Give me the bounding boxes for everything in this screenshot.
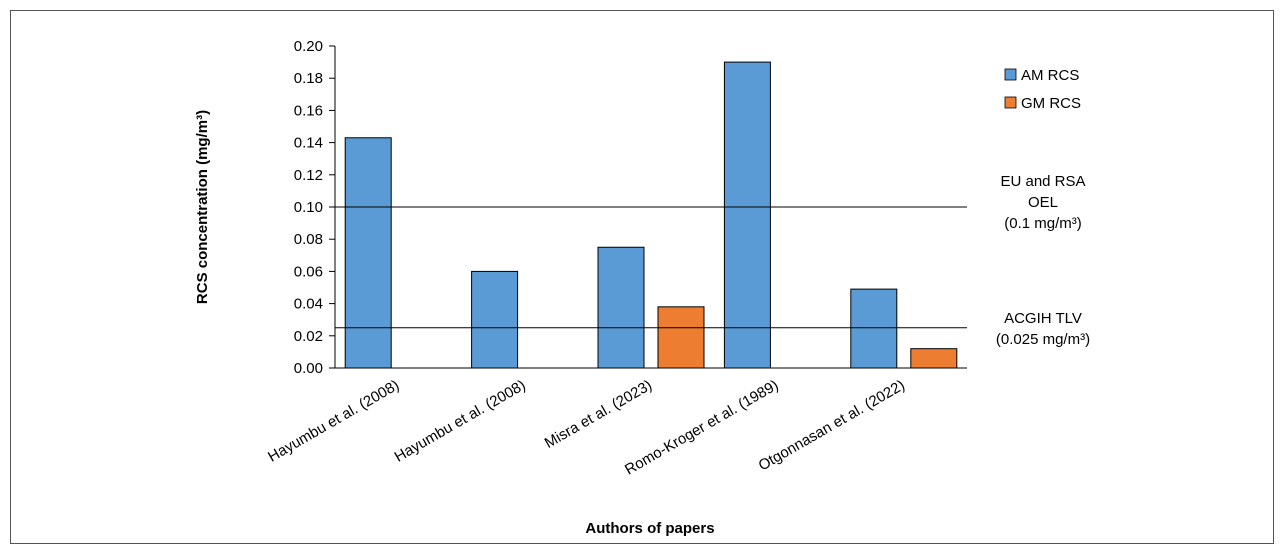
legend-label: AM RCS xyxy=(1021,67,1079,84)
x-axis-categories: Hayumbu et al. (2008)Hayumbu et al. (200… xyxy=(265,377,908,479)
y-tick-label: 0.00 xyxy=(294,360,323,377)
y-tick-label: 0.08 xyxy=(294,231,323,248)
y-tick-label: 0.06 xyxy=(294,263,323,280)
y-axis-ticks: 0.00 0.02 0.04 0.06 0.08 0.10 0.12 0.14 0.16 0.18… xyxy=(294,38,335,377)
gm-rcs-bar xyxy=(910,348,958,369)
y-tick-label: 0.16 xyxy=(294,102,323,119)
reference-line-label: ACGIH TLV xyxy=(1004,310,1082,327)
legend-label: GM RCS xyxy=(1021,95,1081,112)
reference-line-label: (0.025 mg/m³) xyxy=(996,331,1090,348)
am-rcs-bar xyxy=(344,137,392,369)
y-tick-label: 0.20 xyxy=(294,38,323,55)
reference-lines: EU and RSA OEL (0.1 mg/m³) ACGIH TLV (0.025 … xyxy=(335,173,1090,348)
bars xyxy=(344,61,958,369)
y-tick-label: 0.04 xyxy=(294,296,323,313)
x-category-label: Hayumbu et al. (2008) xyxy=(392,377,529,466)
x-axis-title: Authors of papers xyxy=(585,520,714,537)
reference-line-label: EU and RSA xyxy=(1000,173,1085,190)
y-tick-label: 0.14 xyxy=(294,135,323,152)
am-rcs-bar xyxy=(723,61,771,369)
reference-line-label: (0.1 mg/m³) xyxy=(1004,215,1082,232)
legend-swatch xyxy=(1004,96,1017,109)
am-rcs-bar xyxy=(471,270,519,369)
legend-swatch xyxy=(1004,68,1017,81)
y-tick-label: 0.12 xyxy=(294,167,323,184)
gm-rcs-bar xyxy=(657,306,705,369)
y-tick-label: 0.02 xyxy=(294,328,323,345)
am-rcs-bar xyxy=(597,246,645,369)
y-tick-label: 0.10 xyxy=(294,199,323,216)
reference-line-label: OEL xyxy=(1028,194,1058,211)
y-tick-label: 0.18 xyxy=(294,70,323,87)
x-category-label: Misra et al. (2023) xyxy=(542,377,655,452)
x-category-label: Hayumbu et al. (2008) xyxy=(265,377,402,466)
legend: AM RCS GM RCS xyxy=(1004,67,1081,112)
am-rcs-bar xyxy=(850,288,898,369)
y-axis-title: RCS concentration (mg/m³) xyxy=(194,110,211,304)
